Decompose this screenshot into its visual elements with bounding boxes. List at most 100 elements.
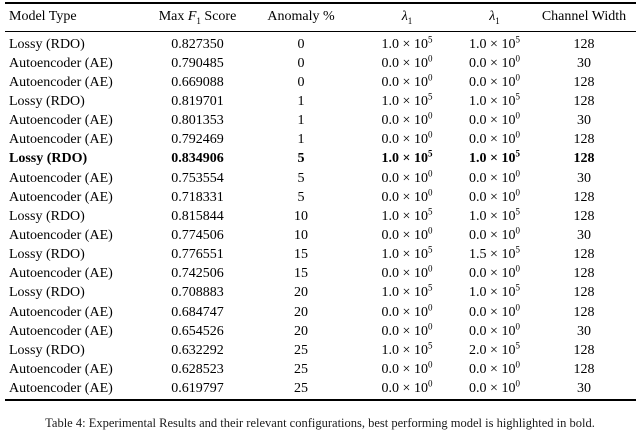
table-cell: 30: [577, 227, 591, 243]
table-row: Lossy (RDO) 0.815844 10 1.0 × 105 1.0 × 105 1…: [5, 207, 636, 226]
table-cell: 1: [297, 113, 305, 129]
table-cell: 0.753554: [171, 170, 224, 186]
table-cell: Autoencoder (AE): [9, 227, 113, 243]
table-row: Autoencoder (AE) 0.654526 20 0.0 × 100 0.0 ×…: [5, 322, 636, 341]
table-row: Autoencoder (AE) 0.628523 25 0.0 × 100 0.0 ×…: [5, 360, 636, 379]
table-cell: 15: [294, 247, 308, 263]
table-row: Autoencoder (AE) 0.619797 25 0.0 × 100 0.0 ×…: [5, 378, 636, 400]
table-cell: 0.801353: [171, 113, 224, 129]
table-cell: 0.0 × 100: [381, 301, 433, 320]
table-cell: 1.0 × 105: [469, 206, 520, 224]
table-cell: 1.0 × 105: [381, 340, 433, 358]
table-cell: 0.0 × 100: [381, 359, 433, 377]
table-row: Lossy (RDO) 0.834906 5 1.0 × 105 1.0 × 105 12…: [5, 148, 636, 169]
table-cell: Lossy (RDO): [9, 247, 85, 263]
table-cell: 128: [573, 266, 595, 282]
table-cell: 1.0 × 105: [381, 33, 433, 52]
table-cell: 0.0 × 100: [381, 110, 433, 129]
table-cell: 0.0 × 100: [381, 53, 433, 71]
table-cell: 0.776551: [171, 247, 224, 263]
table-cell: 0.0 × 100: [381, 167, 433, 186]
table-cell: Autoencoder (AE): [9, 74, 113, 90]
results-table-container: Model Type Max F1 Score Anomaly % λ1 λ1 Chann…: [5, 2, 636, 401]
table-cell: 20: [294, 304, 308, 320]
column-header-0: Model Type: [5, 3, 150, 32]
table-cell: 30: [577, 55, 591, 71]
table-row: Lossy (RDO) 0.708883 20 1.0 × 105 1.0 × 105 1…: [5, 283, 636, 303]
table-cell: Lossy (RDO): [9, 208, 85, 224]
table-cell: 25: [294, 342, 308, 358]
table-cell: 2.0 × 105: [469, 340, 520, 358]
table-cell: 15: [294, 266, 308, 282]
table-cell: 0.654526: [171, 323, 224, 339]
table-row: Autoencoder (AE) 0.718331 5 0.0 × 100 0.0 × …: [5, 188, 636, 207]
table-cell: Autoencoder (AE): [9, 323, 113, 339]
table-cell: 30: [577, 381, 591, 397]
table-cell: 1.0 × 105: [381, 206, 433, 224]
table-cell: 1.0 × 105: [381, 244, 433, 263]
table-cell: 0.0 × 100: [381, 225, 433, 243]
table-cell: 128: [573, 93, 595, 109]
table-cell: 0.0 × 100: [469, 129, 520, 148]
table-cell: Autoencoder (AE): [9, 132, 113, 148]
table-cell: 10: [294, 227, 308, 243]
table-cell: 0.632292: [171, 342, 224, 358]
table-cell: 1.0 × 105: [381, 148, 433, 167]
table-cell: 0: [297, 36, 305, 52]
table-cell: 0: [297, 74, 305, 90]
table-cell: 0.0 × 100: [469, 263, 520, 282]
table-row: Lossy (RDO) 0.827350 0 1.0 × 105 1.0 × 105 12…: [5, 32, 636, 55]
table-cell: 1: [297, 132, 305, 148]
table-cell: 20: [294, 323, 308, 339]
table-row: Autoencoder (AE) 0.801353 1 0.0 × 100 0.0 × …: [5, 110, 636, 131]
table-cell: Lossy (RDO): [9, 285, 85, 301]
table-cell: 0.0 × 100: [381, 72, 433, 90]
table-cell: 1.0 × 105: [469, 148, 520, 167]
table-row: Lossy (RDO) 0.819701 1 1.0 × 105 1.0 × 105 12…: [5, 92, 636, 111]
table-cell: 0.0 × 100: [381, 321, 433, 339]
table-row: Autoencoder (AE) 0.792469 1 0.0 × 100 0.0 × …: [5, 129, 636, 150]
table-cell: 5: [297, 170, 305, 186]
table-cell: Lossy (RDO): [9, 342, 85, 358]
table-cell: 0.0 × 100: [381, 378, 433, 397]
table-cell: 1.0 × 105: [469, 91, 520, 109]
table-cell: 0.834906: [171, 151, 224, 167]
results-table: Model Type Max F1 Score Anomaly % λ1 λ1 Chann…: [5, 2, 636, 401]
table-cell: 0.0 × 100: [469, 225, 520, 243]
table-cell: 0.0 × 100: [469, 187, 520, 205]
column-header-3: λ1: [357, 3, 457, 32]
table-cell: 128: [573, 189, 595, 205]
table-cell: 5: [297, 189, 305, 205]
table-cell: 25: [294, 361, 308, 377]
table-cell: 0.708883: [171, 285, 224, 301]
table-cell: 20: [294, 285, 308, 301]
table-row: Autoencoder (AE) 0.742506 15 0.0 × 100 0.0 ×…: [5, 263, 636, 284]
table-header-row: Model Type Max F1 Score Anomaly % λ1 λ1 Chann…: [5, 3, 636, 32]
table-cell: 0.0 × 100: [381, 263, 433, 282]
table-cell: 0.0 × 100: [381, 187, 433, 205]
table-cell: 128: [573, 342, 595, 358]
table-row: Autoencoder (AE) 0.753554 5 0.0 × 100 0.0 × …: [5, 167, 636, 188]
table-cell: 0.0 × 100: [469, 359, 520, 377]
table-cell: 0.815844: [171, 208, 224, 224]
table-cell: 0.792469: [171, 132, 224, 148]
table-cell: Autoencoder (AE): [9, 361, 113, 377]
table-cell: 128: [573, 247, 595, 263]
column-header-1: Max F1 Score: [150, 3, 245, 32]
table-cell: 128: [573, 132, 595, 148]
table-row: Autoencoder (AE) 0.774506 10 0.0 × 100 0.0 ×…: [5, 226, 636, 245]
table-cell: Autoencoder (AE): [9, 113, 113, 129]
table-cell: Autoencoder (AE): [9, 381, 113, 397]
table-cell: 25: [294, 381, 308, 397]
table-cell: Lossy (RDO): [9, 36, 85, 52]
table-cell: Lossy (RDO): [9, 93, 85, 109]
table-cell: 30: [577, 323, 591, 339]
table-cell: 0.0 × 100: [469, 321, 520, 339]
table-cell: 1.5 × 105: [469, 244, 520, 263]
table-cell: 0.0 × 100: [381, 129, 433, 148]
table-cell: 0.0 × 100: [469, 53, 520, 71]
table-cell: 0.619797: [171, 381, 224, 397]
table-cell: 0.774506: [171, 227, 224, 243]
table-cell: 1: [297, 93, 305, 109]
table-cell: 0.790485: [171, 55, 224, 71]
